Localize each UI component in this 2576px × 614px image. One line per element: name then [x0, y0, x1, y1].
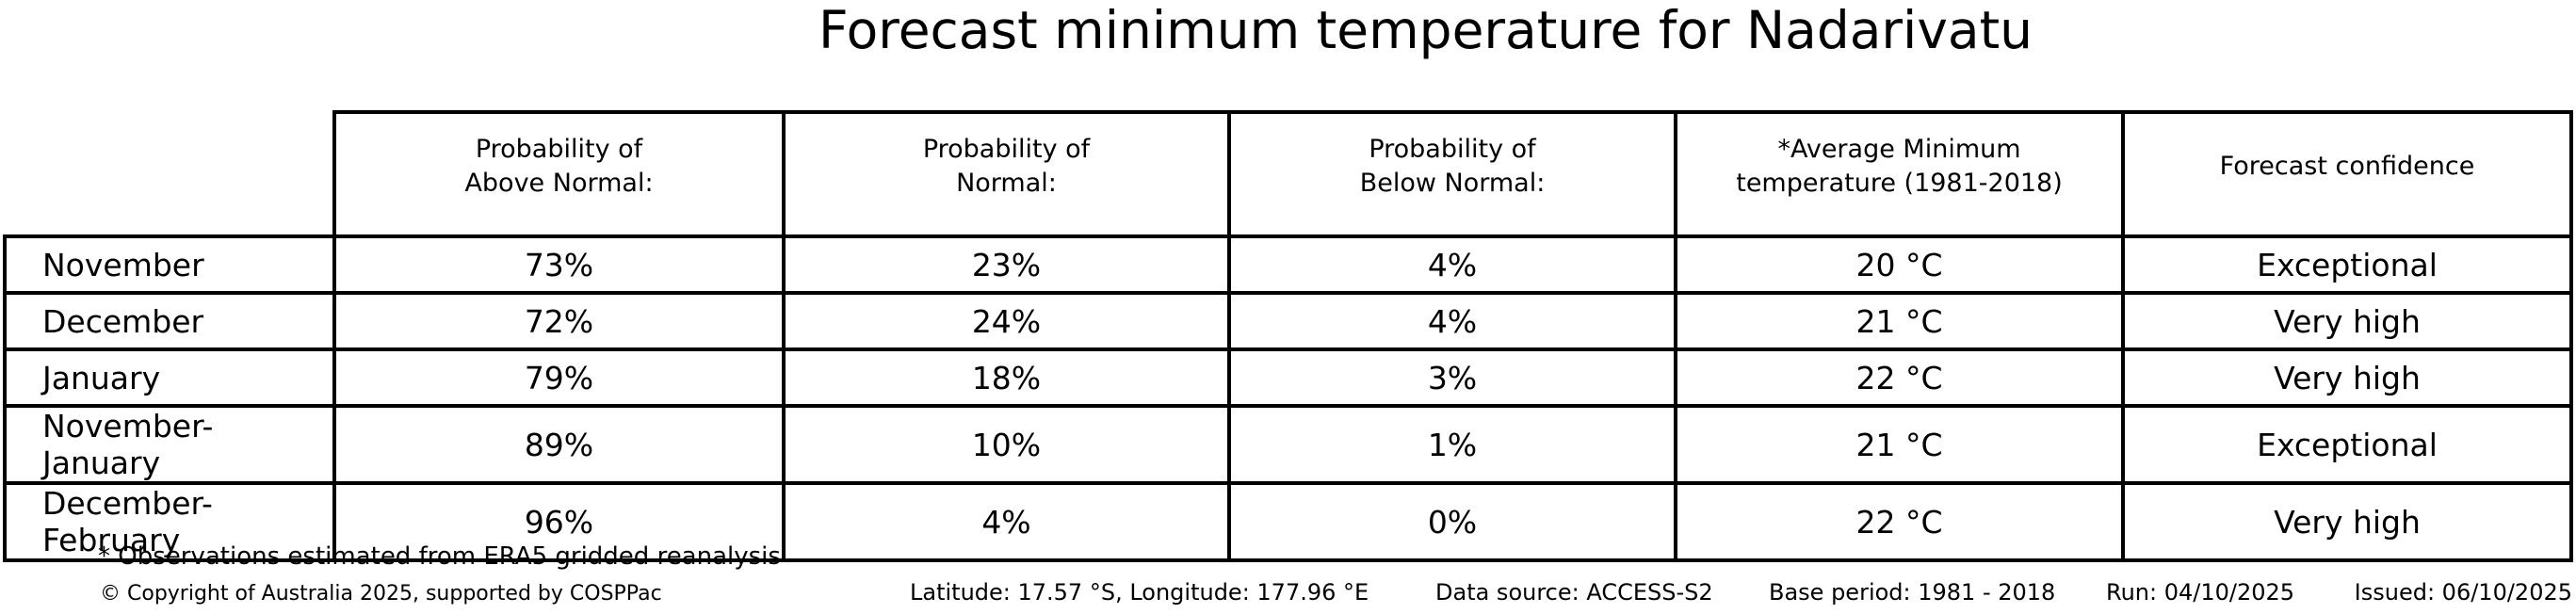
blank-header-cell [5, 112, 334, 236]
table-row: November-January 89% 10% 1% 21 °C Except… [3, 404, 2573, 485]
prob-above-normal-cell: 72% [332, 291, 786, 351]
copyright-text: © Copyright of Australia 2025, supported… [100, 582, 662, 606]
header-prob-below-normal: Probability of Below Normal: [1227, 110, 1677, 238]
header-line: Normal: [956, 169, 1057, 198]
avg-min-temp-cell: 21 °C [1674, 291, 2125, 351]
header-line: temperature (1981-2018) [1736, 169, 2063, 198]
avg-min-temp-cell: 22 °C [1674, 481, 2125, 562]
header-prob-above-normal: Probability of Above Normal: [332, 110, 786, 238]
table-row: December-February 96% 4% 0% 22 °C Very h… [3, 481, 2573, 562]
header-line: Probability of [475, 134, 643, 164]
period-cell: November [3, 234, 336, 295]
prob-normal-cell: 10% [782, 404, 1231, 485]
header-line: *Average Minimum [1777, 134, 2021, 164]
run-date-text: Run: 04/10/2025 [2106, 579, 2295, 606]
prob-below-normal-cell: 4% [1227, 234, 1677, 295]
prob-above-normal-cell: 79% [332, 347, 786, 408]
prob-above-normal-cell: 96% [332, 481, 786, 562]
header-avg-min-temp: *Average Minimum temperature (1981-2018) [1674, 110, 2125, 238]
header-line: Forecast confidence [2219, 151, 2475, 181]
header-prob-normal: Probability of Normal: [782, 110, 1231, 238]
prob-normal-cell: 24% [782, 291, 1231, 351]
forecast-confidence-cell: Exceptional [2121, 404, 2573, 485]
prob-below-normal-cell: 0% [1227, 481, 1677, 562]
header-line: Probability of [1369, 134, 1536, 164]
data-source-text: Data source: ACCESS-S2 [1435, 579, 1713, 606]
prob-normal-cell: 23% [782, 234, 1231, 295]
period-cell: December-February [3, 481, 336, 562]
avg-min-temp-cell: 20 °C [1674, 234, 2125, 295]
page-title: Forecast minimum temperature for Nadariv… [818, 0, 2033, 60]
prob-below-normal-cell: 3% [1227, 347, 1677, 408]
header-row: Probability of Above Normal: Probability… [5, 110, 2573, 238]
issued-date-text: Issued: 06/10/2025 [2354, 579, 2572, 606]
header-line: Probability of [922, 134, 1091, 164]
prob-normal-cell: 4% [782, 481, 1231, 562]
period-cell: January [3, 347, 336, 408]
avg-min-temp-cell: 21 °C [1674, 404, 2125, 485]
table-row: December 72% 24% 4% 21 °C Very high [3, 291, 2573, 351]
header-line: Above Normal: [464, 169, 654, 198]
period-cell: December [3, 291, 336, 351]
header-forecast-confidence: Forecast confidence [2121, 110, 2573, 238]
forecast-table: Probability of Above Normal: Probability… [3, 110, 2573, 562]
forecast-confidence-cell: Exceptional [2121, 234, 2573, 295]
forecast-confidence-cell: Very high [2121, 347, 2573, 408]
footnote: * Observations estimated from ERA5 gridd… [98, 542, 781, 571]
table-row: November 73% 23% 4% 20 °C Exceptional [3, 234, 2573, 295]
base-period-text: Base period: 1981 - 2018 [1769, 579, 2056, 606]
table-row: January 79% 18% 3% 22 °C Very high [3, 347, 2573, 408]
location-text: Latitude: 17.57 °S, Longitude: 177.96 °E [910, 579, 1369, 606]
period-cell: November-January [3, 404, 336, 485]
prob-above-normal-cell: 89% [332, 404, 786, 485]
prob-below-normal-cell: 1% [1227, 404, 1677, 485]
prob-above-normal-cell: 73% [332, 234, 786, 295]
forecast-confidence-cell: Very high [2121, 481, 2573, 562]
prob-below-normal-cell: 4% [1227, 291, 1677, 351]
prob-normal-cell: 18% [782, 347, 1231, 408]
forecast-confidence-cell: Very high [2121, 291, 2573, 351]
header-line: Below Normal: [1359, 169, 1546, 198]
avg-min-temp-cell: 22 °C [1674, 347, 2125, 408]
